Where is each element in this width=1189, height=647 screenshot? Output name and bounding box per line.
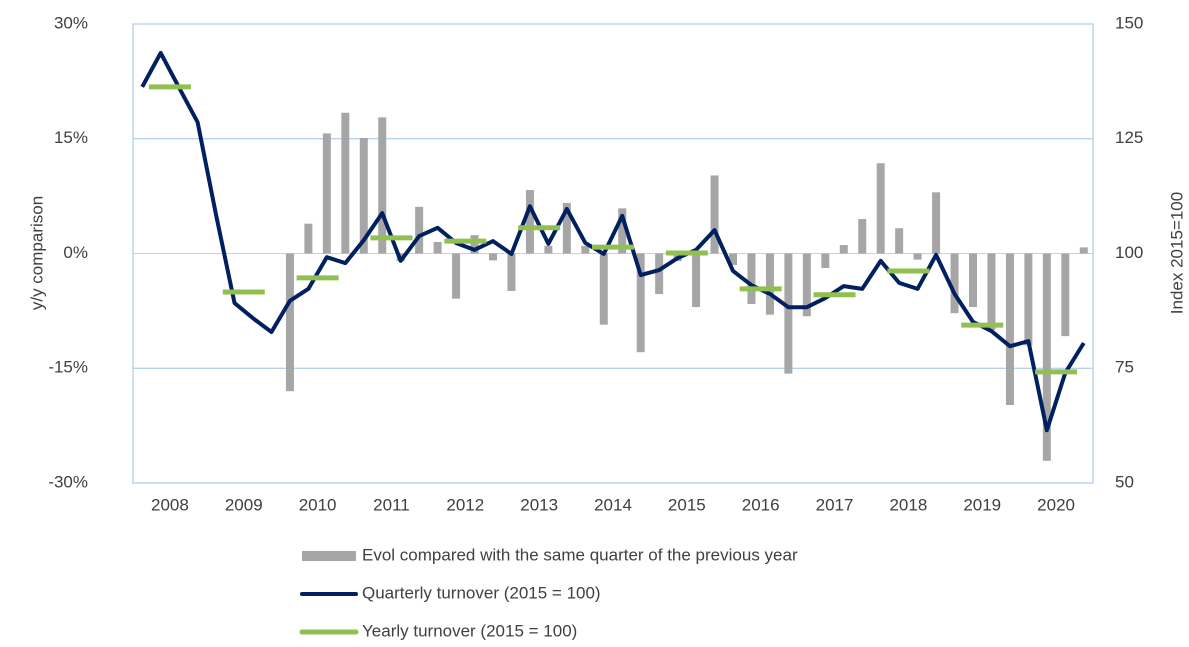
bar — [599, 253, 608, 325]
bar — [1079, 247, 1088, 254]
y-tick-label: 0% — [63, 243, 88, 262]
bar — [692, 253, 701, 308]
legend-label: Yearly turnover (2015 = 100) — [362, 621, 577, 640]
bar — [562, 203, 571, 254]
bar — [895, 228, 904, 254]
x-tick-label: 2018 — [889, 495, 927, 514]
bar — [378, 117, 387, 254]
y2-tick-label: 50 — [1115, 472, 1134, 491]
bar — [470, 235, 479, 254]
bar — [452, 253, 461, 299]
bar — [1005, 253, 1014, 405]
legend-swatch — [302, 551, 356, 561]
bar — [839, 245, 848, 254]
bar — [304, 223, 313, 254]
bar — [858, 219, 867, 254]
x-tick-label: 2010 — [299, 495, 337, 514]
bar — [765, 253, 774, 315]
y-tick-label: -15% — [48, 358, 88, 377]
y2-tick-label: 75 — [1115, 358, 1134, 377]
x-tick-label: 2011 — [373, 495, 410, 514]
x-tick-label: 2015 — [668, 495, 706, 514]
y-tick-label: 30% — [54, 13, 88, 32]
legend-label: Quarterly turnover (2015 = 100) — [362, 583, 601, 602]
y2-axis-title: Index 2015=100 — [1167, 192, 1186, 314]
y-axis-title: y/y comparison — [27, 196, 46, 310]
y2-tick-label: 100 — [1115, 243, 1143, 262]
bar — [1024, 253, 1033, 346]
x-tick-label: 2013 — [520, 495, 558, 514]
y-tick-label: 15% — [54, 128, 88, 147]
bar — [876, 163, 885, 254]
line — [140, 50, 1086, 433]
bar — [525, 190, 534, 254]
bar — [747, 253, 756, 304]
bar — [729, 253, 737, 265]
bar — [1042, 253, 1051, 461]
bar — [359, 137, 368, 254]
bar — [581, 245, 590, 254]
bar — [636, 253, 645, 353]
bar — [710, 175, 719, 254]
x-tick-label: 2014 — [594, 495, 632, 514]
x-tick-label: 2016 — [742, 495, 780, 514]
y-tick-label: -30% — [48, 472, 88, 491]
x-tick-label: 2019 — [963, 495, 1001, 514]
bar — [913, 253, 922, 260]
x-tick-label: 2009 — [225, 495, 263, 514]
bar — [489, 253, 497, 261]
bar — [544, 245, 553, 254]
bar — [969, 253, 977, 308]
x-tick-label: 2020 — [1037, 495, 1075, 514]
bar — [932, 192, 941, 254]
bar — [618, 208, 627, 254]
bar — [322, 133, 331, 254]
bar — [655, 253, 664, 295]
bar — [1061, 253, 1070, 337]
bar — [821, 253, 830, 269]
x-tick-label: 2017 — [816, 495, 854, 514]
bar — [507, 253, 516, 291]
bar — [802, 253, 811, 317]
bar — [415, 206, 424, 254]
bar — [433, 242, 442, 254]
bar — [987, 253, 996, 330]
bar — [285, 253, 294, 392]
plot-border — [132, 23, 1094, 484]
bar — [784, 253, 793, 374]
bar — [341, 112, 350, 254]
y2-tick-label: 150 — [1115, 13, 1143, 32]
bar — [950, 253, 959, 314]
legend-label: Evol compared with the same quarter of t… — [362, 545, 798, 564]
y2-tick-label: 125 — [1115, 128, 1143, 147]
x-tick-label: 2012 — [446, 495, 484, 514]
x-tick-label: 2008 — [151, 495, 189, 514]
